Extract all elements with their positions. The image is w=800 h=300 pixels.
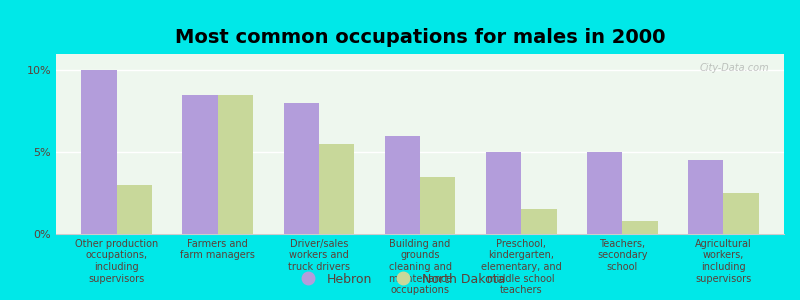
Bar [319,144,354,234]
Bar [218,95,253,234]
Bar [587,152,622,234]
Legend: Hebron, North Dakota: Hebron, North Dakota [290,268,510,291]
Bar [723,193,758,234]
Bar [117,185,152,234]
Bar [283,103,319,234]
Bar [688,160,723,234]
Text: City-Data.com: City-Data.com [700,63,770,73]
Bar [521,209,557,234]
Bar [486,152,521,234]
Bar [622,221,658,234]
Bar [420,177,455,234]
Bar [82,70,117,234]
Bar [182,95,218,234]
Bar [385,136,420,234]
Title: Most common occupations for males in 2000: Most common occupations for males in 200… [174,28,666,47]
